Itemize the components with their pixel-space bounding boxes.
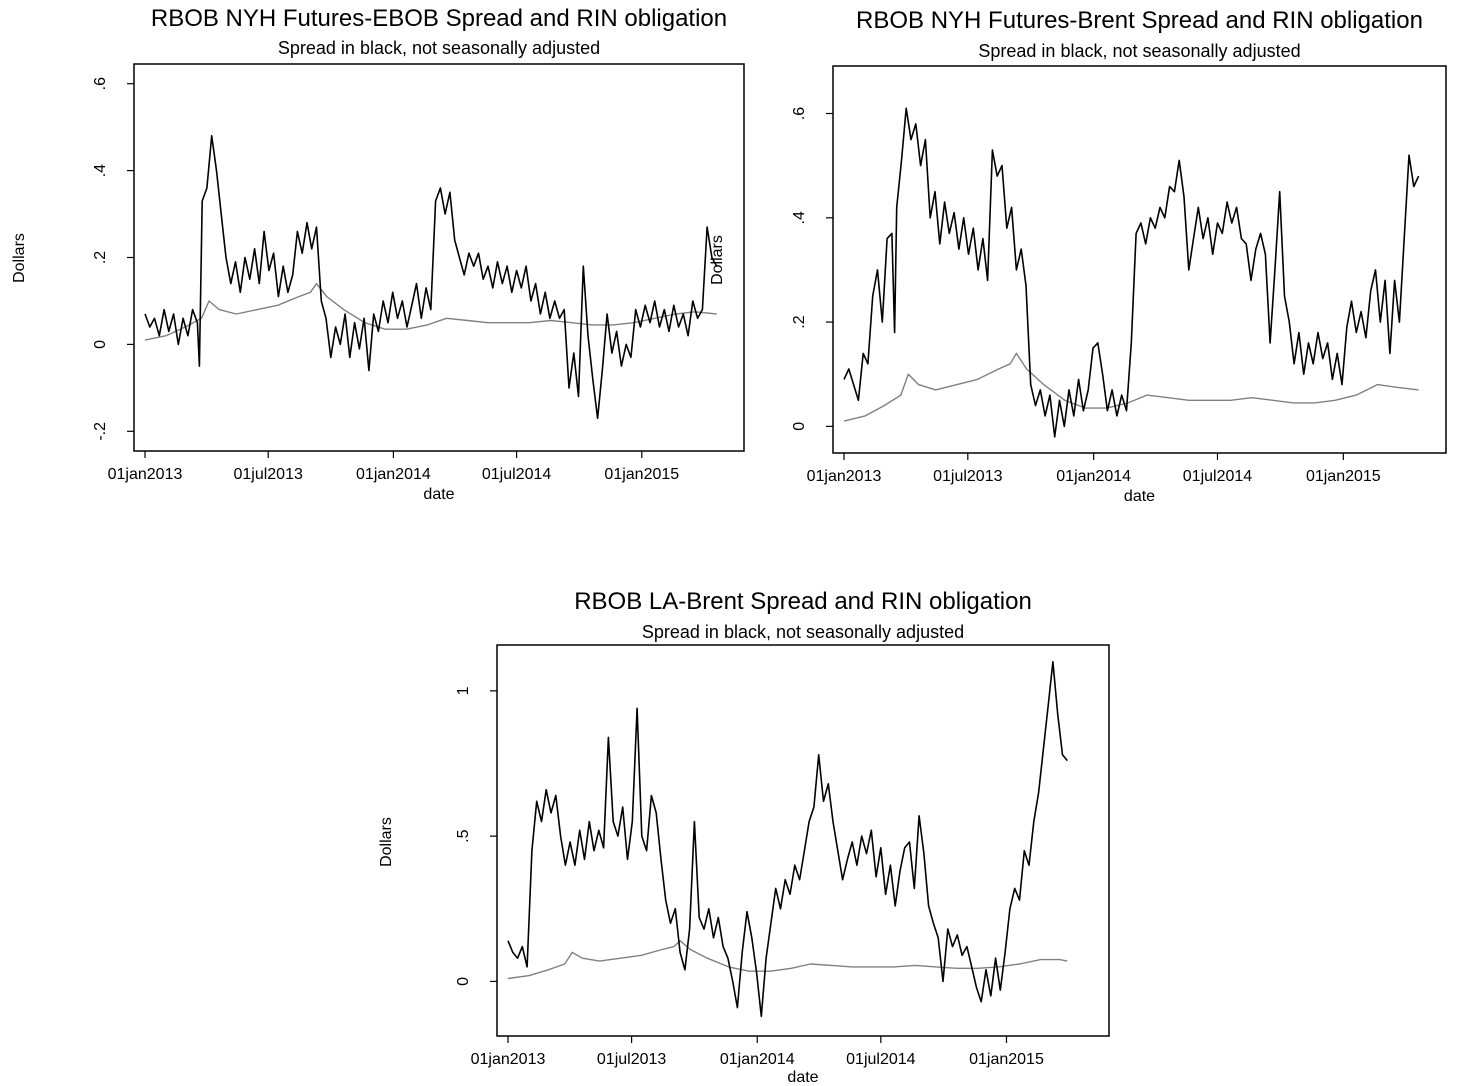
chart-3-xtick-label: 01jan2015 [969, 1051, 1044, 1068]
chart-1-spread-line [144, 135, 718, 420]
chart-2-rin-obligation-line [843, 352, 1419, 422]
chart-2-plot-frame [832, 65, 1447, 454]
chart-1-xlabel: date [423, 486, 454, 503]
chart-1-title: RBOB NYH Futures-EBOB Spread and RIN obl… [151, 5, 727, 32]
chart-1-ylabel-inside: Dollars [709, 235, 726, 285]
chart-1: RBOB NYH Futures-EBOB Spread and RIN obl… [11, 5, 745, 503]
chart-1-ytick-label: .6 [92, 77, 109, 90]
chart-3-xtick-label: 01jan2014 [720, 1051, 795, 1068]
chart-1-ytick-label: -.2 [92, 422, 109, 441]
chart-2-xtick-label: 01jul2014 [1183, 468, 1253, 485]
chart-1-ytick-label: .2 [92, 251, 109, 264]
chart-2-xtick-label: 01jan2014 [1056, 468, 1131, 485]
chart-3-xtick-label: 01jul2013 [597, 1051, 667, 1068]
chart-2-spread-line [843, 107, 1420, 438]
chart-2-ytick-label: .4 [791, 211, 808, 224]
chart-1-xtick-label: 01jan2014 [356, 466, 431, 483]
chart-2-subtitle: Spread in black, not seasonally adjusted [978, 41, 1300, 61]
chart-3-ytick-label: 1 [455, 686, 472, 695]
chart-1-xtick-label: 01jul2013 [233, 466, 303, 483]
chart-1-plot-frame [133, 63, 745, 452]
chart-2-xlabel: date [1124, 488, 1155, 505]
chart-1-xtick-label: 01jul2014 [482, 466, 552, 483]
chart-2-ytick-label: .6 [791, 107, 808, 120]
chart-2: RBOB NYH Futures-Brent Spread and RIN ob… [791, 7, 1447, 505]
chart-1-xtick-label: 01jan2013 [108, 466, 183, 483]
chart-2-ytick-label: 0 [791, 422, 808, 431]
chart-2-xtick-label: 01jan2015 [1306, 468, 1381, 485]
chart-3-ytick-label: .5 [455, 829, 472, 842]
chart-1-xtick-label: 01jan2015 [604, 466, 679, 483]
chart-3-xtick-label: 01jan2013 [471, 1051, 546, 1068]
chart-3-plot-frame [496, 644, 1110, 1037]
chart-3-xtick-label: 01jul2014 [846, 1051, 916, 1068]
chart-2-xtick-label: 01jul2013 [933, 468, 1003, 485]
chart-1-ytick-label: 0 [92, 340, 109, 349]
chart-1-ylabel: Dollars [11, 233, 28, 283]
chart-3: RBOB LA-Brent Spread and RIN obligation S… [378, 588, 1110, 1086]
chart-3-rin-obligation-line [507, 940, 1068, 980]
chart-3-ytick-label: 0 [455, 977, 472, 986]
chart-3-spread-line [507, 661, 1068, 1018]
chart-1-rin-obligation-line [144, 282, 717, 341]
chart-2-title: RBOB NYH Futures-Brent Spread and RIN ob… [856, 7, 1423, 34]
chart-3-title: RBOB LA-Brent Spread and RIN obligation [574, 588, 1032, 615]
chart-2-ytick-label: .2 [791, 315, 808, 328]
chart-3-ylabel: Dollars [378, 817, 395, 867]
chart-3-subtitle: Spread in black, not seasonally adjusted [642, 622, 964, 642]
chart-3-xlabel: date [787, 1069, 818, 1086]
chart-2-xtick-label: 01jan2013 [807, 468, 882, 485]
chart-1-subtitle: Spread in black, not seasonally adjusted [278, 38, 600, 58]
chart-1-ytick-label: .4 [92, 164, 109, 177]
